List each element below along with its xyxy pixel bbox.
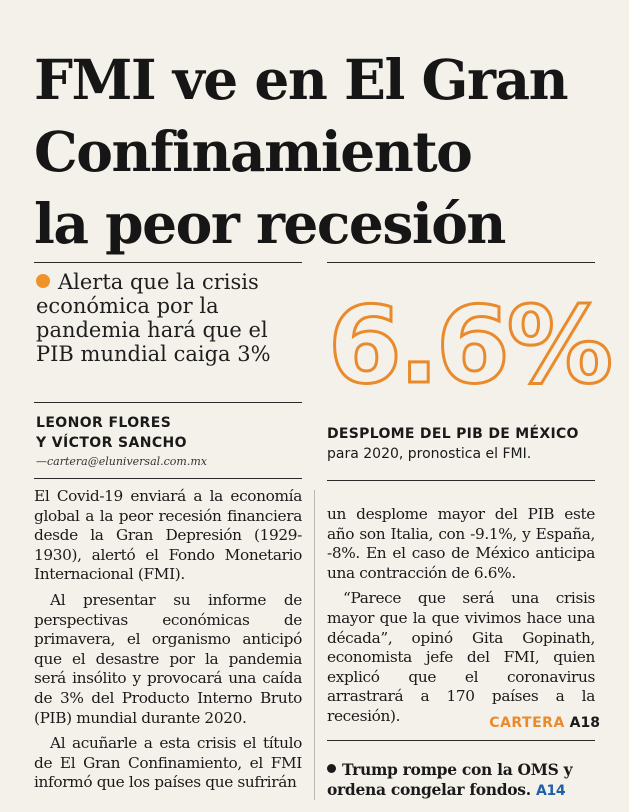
byline-email: —cartera@eluniversal.com.mx: [36, 455, 207, 468]
deck: Alerta que la crisis económica por la pa…: [36, 270, 306, 366]
highlight-title: DESPLOME DEL PIB DE MÉXICO: [327, 426, 579, 442]
byline-author-2: Y VÍCTOR SANCHO: [36, 435, 187, 451]
byline-top-rule: [34, 402, 302, 403]
orange-bullet-icon: [36, 274, 50, 288]
paragraph: El Covid-19 enviará a la economía global…: [34, 487, 302, 584]
page-reference-page: A18: [569, 715, 600, 731]
highlight-top-rule: [327, 262, 595, 263]
headline-line-3: la peor recesión: [34, 191, 506, 256]
page-reference: CARTERA A18: [440, 715, 600, 731]
paragraph: un desplome mayor del PIB este año son I…: [327, 505, 595, 582]
deck-top-rule: [34, 262, 302, 263]
highlight-caption: DESPLOME DEL PIB DE MÉXICO para 2020, pr…: [327, 424, 607, 464]
headline: FMI ve en El Gran Confinamiento la peor …: [34, 44, 614, 260]
body-column-right: un desplome mayor del PIB este año son I…: [327, 505, 595, 733]
highlight-number: 6.6%: [327, 284, 615, 407]
headline-line-1: FMI ve en El Gran: [34, 47, 569, 112]
paragraph: Al presentar su informe de perspectivas …: [34, 590, 302, 727]
teaser: Trump rompe con la OMS y ordena congelar…: [327, 760, 617, 801]
caption-bottom-rule: [327, 480, 595, 481]
byline-author-1: LEONOR FLORES: [36, 415, 172, 431]
body-column-left: El Covid-19 enviará a la economía global…: [34, 487, 302, 799]
highlight-subtitle: para 2020, pronostica el FMI.: [327, 446, 532, 462]
body-top-rule: [34, 478, 302, 479]
page-reference-section: CARTERA: [489, 715, 565, 731]
headline-line-2: Confinamiento: [34, 119, 473, 184]
black-bullet-icon: [327, 764, 336, 773]
teaser-top-rule: [327, 740, 595, 741]
deck-text: Alerta que la crisis económica por la pa…: [36, 270, 271, 366]
teaser-page-ref: A14: [535, 783, 566, 799]
paragraph: “Parece que será una crisis mayor que la…: [327, 589, 595, 725]
teaser-text: Trump rompe con la OMS y ordena congelar…: [327, 760, 573, 799]
column-separator: [314, 490, 315, 800]
byline: LEONOR FLORES Y VÍCTOR SANCHO —cartera@e…: [36, 413, 306, 471]
paragraph: Al acuñarle a esta crisis el título de E…: [34, 734, 302, 792]
